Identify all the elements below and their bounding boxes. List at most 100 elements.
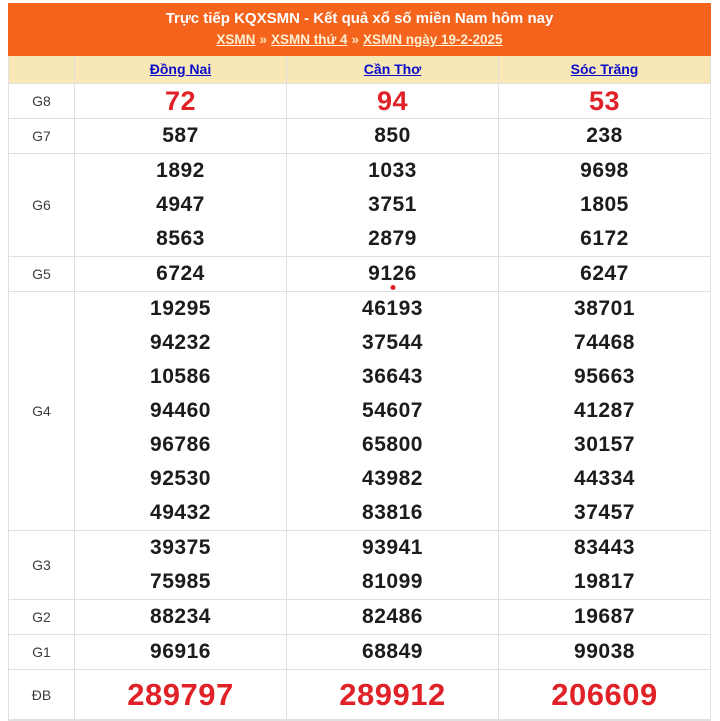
prize-cell: 206609 [499,670,710,719]
prize-value: 54607 [362,399,423,422]
prize-value: 37544 [362,331,423,354]
live-indicator-dot [390,285,395,290]
prize-cell: 9698 1805 6172 [499,154,710,256]
prize-cell: 94 [287,84,499,118]
prize-value: 19817 [574,570,635,593]
prize-value: 587 [162,124,199,147]
prize-cell: 19687 [499,600,710,634]
prize-value: 43982 [362,467,423,490]
corner-cell [9,56,75,83]
column-header-cell: Cần Thơ [287,56,499,83]
breadcrumb-link-xsmn[interactable]: XSMN [216,32,256,47]
prize-value: 4947 [156,193,205,216]
prize-value: 39375 [150,536,211,559]
prize-cell: 99038 [499,635,710,669]
prize-value: 37457 [574,501,635,524]
prize-row: G1 96916 68849 99038 [9,635,710,670]
prize-value: 82486 [362,605,423,628]
prize-value: 850 [374,124,411,147]
prize-value: 72 [164,86,197,116]
prize-value: 96916 [150,640,211,663]
prize-value: 81099 [362,570,423,593]
prize-cell: 96916 [75,635,287,669]
prize-row: G5 6724 9126 6247 [9,257,710,292]
prize-value: 238 [586,124,623,147]
page-title: Trực tiếp KQXSMN - Kết quả xổ số miền Na… [165,10,554,27]
prize-value: 94 [376,86,409,116]
prize-label: G7 [9,119,75,153]
prize-cell: 289797 [75,670,287,719]
prize-value: 94460 [150,399,211,422]
prize-value: 88234 [150,605,211,628]
column-header-cell: Đồng Nai [75,56,287,83]
breadcrumb-separator: » [351,32,359,47]
prize-value: 1892 [156,159,205,182]
prize-value: 6724 [156,262,205,285]
column-header-soc-trang[interactable]: Sóc Trăng [570,61,639,77]
breadcrumb-link-xsmn-weekday[interactable]: XSMN thứ 4 [270,32,348,47]
prize-cell: 88234 [75,600,287,634]
prize-value: 6247 [580,262,629,285]
prize-value: 65800 [362,433,423,456]
prize-cell: 38701 74468 95663 41287 30157 44334 37457 [499,292,710,530]
prize-cell: 289912 [287,670,499,719]
prize-label: G8 [9,84,75,118]
prize-value: 8563 [156,227,205,250]
prize-value: 83443 [574,536,635,559]
breadcrumb-link-xsmn-date[interactable]: XSMN ngày 19-2-2025 [363,32,503,47]
prize-value: 75985 [150,570,211,593]
prize-value: 206609 [551,677,658,712]
prize-cell: 9126 [287,257,499,291]
prize-value: 1805 [580,193,629,216]
prize-row: G4 19295 94232 10586 94460 96786 92530 49432 461… [9,292,710,531]
prize-cell: 850 [287,119,499,153]
prize-value: 3751 [368,193,417,216]
prize-value: 6172 [580,227,629,250]
page-banner: Trực tiếp KQXSMN - Kết quả xổ số miền Na… [8,3,711,56]
prize-cell: 587 [75,119,287,153]
prize-cell: 72 [75,84,287,118]
prize-value: 49432 [150,501,211,524]
column-header-cell: Sóc Trăng [499,56,710,83]
prize-value: 289912 [339,677,446,712]
prize-row: G7 587 850 238 [9,119,710,154]
prize-value: 92530 [150,467,211,490]
prize-value: 41287 [574,399,635,422]
prize-value: 10586 [150,365,211,388]
prize-value: 30157 [574,433,635,456]
prize-value: 19687 [574,605,635,628]
prize-value: 68849 [362,640,423,663]
prize-value: 46193 [362,297,423,320]
results-table-body: G8 72 94 53 G7 587 850 238 G6 1892 4947 8563 1033 375… [9,84,710,720]
prize-cell: 93941 81099 [287,531,499,599]
prize-value: 94232 [150,331,211,354]
prize-cell: 68849 [287,635,499,669]
prize-value: 1033 [368,159,417,182]
prize-row: G3 39375 75985 93941 81099 83443 19817 [9,531,710,600]
prize-row: G2 88234 82486 19687 [9,600,710,635]
prize-cell: 53 [499,84,710,118]
prize-cell: 19295 94232 10586 94460 96786 92530 49432 [75,292,287,530]
prize-cell: 82486 [287,600,499,634]
column-header-can-tho[interactable]: Cần Thơ [363,61,422,77]
prize-label: G3 [9,531,75,599]
prize-cell: 1892 4947 8563 [75,154,287,256]
column-header-dong-nai[interactable]: Đồng Nai [149,61,212,77]
prize-label: ĐB [9,670,75,719]
prize-value: 44334 [574,467,635,490]
prize-cell: 238 [499,119,710,153]
prize-value: 38701 [574,297,635,320]
prize-value: 93941 [362,536,423,559]
prize-cell: 6247 [499,257,710,291]
prize-cell: 39375 75985 [75,531,287,599]
prize-value: 36643 [362,365,423,388]
prize-value: 289797 [127,677,234,712]
prize-label: G6 [9,154,75,256]
prize-value: 96786 [150,433,211,456]
prize-value: 99038 [574,640,635,663]
prize-value: 74468 [574,331,635,354]
results-table: Đồng Nai Cần Thơ Sóc Trăng G8 72 94 53 G7 587… [8,56,711,721]
prize-label: G2 [9,600,75,634]
prize-value: 95663 [574,365,635,388]
